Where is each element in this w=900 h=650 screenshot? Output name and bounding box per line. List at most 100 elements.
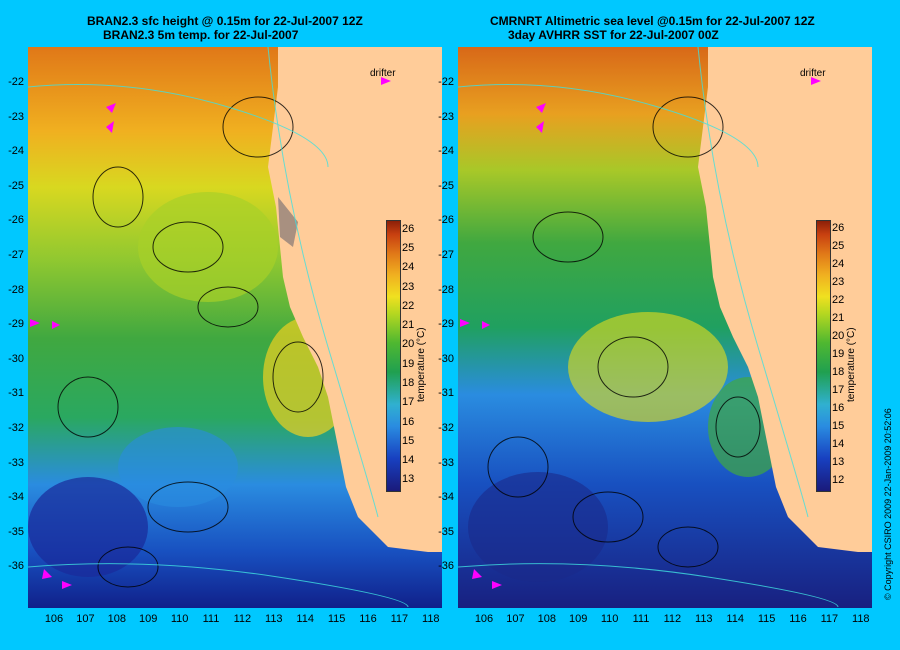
lon-label: 115: [327, 613, 346, 625]
lon-label: 114: [726, 613, 744, 625]
lat-label: -27: [438, 249, 454, 261]
lon-label: 107: [76, 613, 95, 625]
lat-label: -34: [438, 491, 454, 504]
colorbar-tick: 21: [832, 312, 845, 324]
lon-label: 112: [663, 613, 682, 625]
lat-label: -28: [438, 283, 454, 296]
lon-label: 106: [44, 613, 64, 625]
lon-label: 115: [757, 613, 776, 625]
colorbar-tick: 26: [832, 222, 845, 234]
lon-label: 109: [569, 613, 588, 625]
right-title-1: CMRNRT Altimetric sea level @0.15m for 2…: [490, 14, 815, 28]
lon-label: 112: [233, 613, 252, 625]
right-drifter-label: drifter: [800, 68, 826, 79]
lat-label: -29: [438, 318, 454, 331]
lon-label: 113: [695, 613, 713, 625]
left-colorbar: [386, 220, 401, 492]
colorbar-tick: 17: [832, 384, 845, 396]
colorbar-tick: 23: [402, 280, 415, 293]
lat-label: -32: [438, 422, 454, 434]
lat-label: -23: [438, 110, 454, 123]
colorbar-tick: 20: [402, 338, 415, 351]
lat-label: -36: [8, 560, 24, 573]
lon-label: 111: [632, 613, 650, 625]
lat-label: -29: [8, 318, 24, 331]
colorbar-tick: 14: [832, 438, 845, 450]
colorbar-tick: 22: [402, 299, 415, 312]
lon-label: 117: [390, 613, 409, 625]
colorbar-tick: 19: [832, 348, 845, 360]
colorbar-tick: 25: [402, 241, 415, 254]
colorbar-tick: 21: [402, 319, 415, 332]
colorbar-tick: 13: [402, 473, 415, 486]
lon-label: 110: [170, 613, 189, 625]
colorbar-tick: 26: [402, 222, 415, 235]
left-colorbar-unit: temperature (°C): [416, 327, 427, 402]
left-title-2: BRAN2.3 5m temp. for 22-Jul-2007: [103, 28, 299, 42]
colorbar-tick: 14: [402, 454, 415, 467]
lat-label: -34: [8, 491, 24, 504]
lon-label: 108: [107, 613, 126, 625]
colorbar-tick: 24: [402, 261, 415, 274]
lat-label: -33: [438, 456, 454, 469]
colorbar-tick: 12: [832, 474, 845, 486]
colorbar-tick: 16: [402, 415, 415, 428]
colorbar-tick: 18: [832, 366, 845, 378]
right-map: [458, 47, 872, 608]
lon-label: 118: [852, 613, 870, 625]
right-colorbar: [816, 220, 831, 492]
lat-label: -33: [8, 456, 24, 469]
lat-label: -22: [438, 76, 454, 88]
lat-label: -23: [8, 110, 24, 123]
colorbar-tick: 20: [832, 330, 845, 342]
lon-label: 118: [422, 613, 440, 625]
left-drifter-label: drifter: [370, 68, 396, 79]
lon-label: 113: [265, 613, 283, 625]
lat-label: -35: [438, 525, 454, 538]
right-title-2: 3day AVHRR SST for 22-Jul-2007 00Z: [508, 28, 719, 42]
colorbar-tick: 18: [402, 376, 415, 389]
colorbar-tick: 22: [832, 294, 845, 306]
lat-label: -35: [8, 525, 24, 538]
lon-label: 110: [600, 613, 619, 625]
lat-label: -36: [438, 560, 454, 573]
colorbar-tick: 24: [832, 258, 845, 270]
lat-label: -30: [438, 352, 454, 365]
lat-label: -28: [8, 283, 24, 296]
colorbar-tick: 25: [832, 240, 845, 252]
lat-label: -24: [8, 145, 24, 158]
lat-label: -25: [8, 179, 24, 192]
lon-label: 114: [296, 613, 314, 625]
colorbar-tick: 15: [832, 420, 845, 432]
lat-label: -24: [438, 145, 454, 158]
lat-label: -27: [8, 249, 24, 261]
lat-label: -31: [8, 387, 24, 400]
copyright: © Copyright CSIRO 2009 22-Jan-2009 20:52…: [883, 408, 893, 600]
colorbar-tick: 15: [402, 434, 415, 447]
right-colorbar-unit: temperature (°C): [846, 327, 857, 402]
colorbar-tick: 16: [832, 402, 845, 414]
left-map-panel: [28, 47, 442, 608]
colorbar-tick: 23: [832, 276, 845, 288]
lat-label: -32: [8, 422, 24, 434]
lon-label: 117: [820, 613, 839, 625]
lon-label: 106: [474, 613, 494, 625]
colorbar-tick: 19: [402, 357, 415, 370]
lat-label: -26: [438, 214, 454, 227]
lon-label: 116: [359, 613, 377, 625]
lat-label: -22: [8, 76, 24, 88]
lon-label: 107: [506, 613, 525, 625]
colorbar-tick: 17: [402, 396, 415, 409]
lat-label: -26: [8, 214, 24, 227]
left-map: [28, 47, 442, 608]
colorbar-tick: 13: [832, 456, 845, 468]
lon-label: 108: [537, 613, 556, 625]
left-title-1: BRAN2.3 sfc height @ 0.15m for 22-Jul-20…: [87, 14, 363, 28]
lon-label: 116: [789, 613, 807, 625]
lon-label: 109: [139, 613, 158, 625]
right-map-panel: [458, 47, 872, 608]
lat-label: -31: [438, 387, 454, 400]
lon-label: 111: [202, 613, 220, 625]
lat-label: -25: [438, 179, 454, 192]
lat-label: -30: [8, 352, 24, 365]
